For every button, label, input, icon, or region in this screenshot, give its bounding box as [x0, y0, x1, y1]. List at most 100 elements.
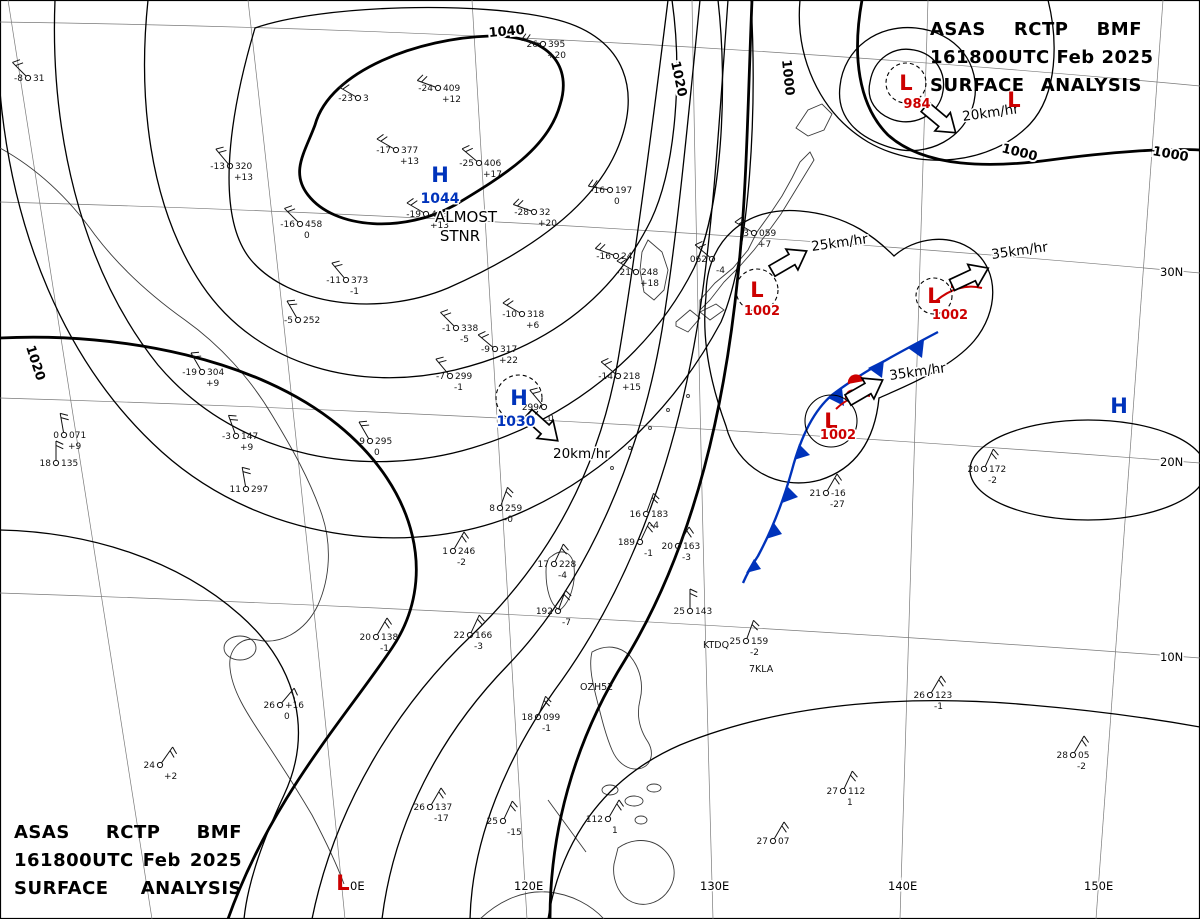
svg-text:-14: -14 — [598, 372, 613, 382]
cold-front-triangle — [868, 360, 884, 378]
svg-text:0: 0 — [304, 231, 310, 241]
svg-text:-27: -27 — [830, 500, 845, 510]
station-plot: 21 -16-27 — [810, 473, 846, 510]
station-plot: -19 304+9 — [182, 351, 224, 389]
svg-text:+13: +13 — [400, 157, 419, 167]
svg-text:147: 147 — [241, 432, 258, 442]
svg-text:21: 21 — [810, 489, 821, 499]
center-circle — [885, 62, 927, 104]
svg-text:22: 22 — [454, 631, 465, 641]
svg-text:26: 26 — [414, 803, 426, 813]
svg-text:-5: -5 — [284, 316, 293, 326]
center-value: 1002 — [744, 304, 780, 319]
svg-text:297: 297 — [251, 485, 268, 495]
svg-text:-17: -17 — [376, 146, 391, 156]
longitude-label: 0E — [350, 879, 365, 893]
svg-text:28: 28 — [1057, 751, 1069, 761]
center-circle — [735, 268, 779, 312]
station-plot: 22 166-3 — [454, 614, 492, 652]
svg-text:-13: -13 — [210, 162, 225, 172]
station-plot: -1 338-5 — [440, 309, 478, 345]
svg-text:25: 25 — [674, 607, 685, 617]
latitude-label: 30N — [1160, 265, 1183, 279]
svg-text:192: 192 — [536, 607, 553, 617]
svg-text:27: 27 — [757, 837, 768, 847]
svg-text:-24: -24 — [418, 84, 433, 94]
station-plot: 18 099-1 — [522, 695, 560, 734]
svg-text:1: 1 — [612, 826, 618, 836]
center-note: ALMOST — [435, 208, 498, 226]
station-plot: -23 3 — [338, 82, 369, 104]
title-line-2: 161800UTC Feb 2025 — [14, 850, 242, 872]
center-circle — [804, 394, 858, 448]
svg-text:-1: -1 — [350, 287, 359, 297]
svg-text:228: 228 — [559, 560, 576, 570]
station-plot: -7 299-1 — [435, 356, 472, 393]
svg-text:+9: +9 — [206, 379, 220, 389]
movement-speed-label: 35km/hr — [888, 360, 947, 384]
station-plot: 25 -15 — [487, 800, 522, 838]
isobar-label: 1020 — [22, 344, 47, 383]
cold-front-triangle — [766, 523, 782, 539]
svg-text:189: 189 — [618, 538, 635, 548]
longitude-label: 120E — [514, 879, 543, 893]
svg-text:24: 24 — [144, 761, 156, 771]
svg-text:-7: -7 — [436, 372, 445, 382]
station-plot: -24 409+12 — [416, 74, 461, 105]
svg-text:-4: -4 — [558, 571, 567, 581]
pressure-center-l-984: L 984 — [885, 62, 932, 114]
pressure-center-l: L — [1007, 88, 1020, 112]
svg-text:071: 071 — [69, 431, 86, 441]
center-letter: L — [1007, 88, 1020, 112]
svg-text:137: 137 — [435, 803, 452, 813]
svg-text:18: 18 — [522, 713, 534, 723]
station-plot: -28 32+20 — [512, 198, 557, 229]
station-plot: -9 317+22 — [477, 331, 518, 366]
svg-text:246: 246 — [458, 547, 475, 557]
station-plot: 17 228-4 — [538, 543, 576, 581]
station-plot: 20 172-2 — [968, 448, 1006, 486]
isobar-label: 1000 — [778, 59, 797, 97]
station-plot: 299 0 — [522, 387, 554, 424]
center-letter: L — [824, 409, 837, 433]
svg-text:20: 20 — [968, 465, 980, 475]
svg-text:+20: +20 — [538, 219, 557, 229]
pressure-center-h-1030: H 1030 — [495, 374, 543, 432]
station-plot: -21 248+18 — [616, 256, 659, 289]
station-plot: 16 183-4 — [630, 492, 668, 531]
svg-text:-21: -21 — [616, 268, 631, 278]
station-plots-layer: -8 31-23 3-24 409+12-17 377+13 -25 406+17-13 32… — [12, 33, 1089, 847]
center-value: 984 — [903, 97, 930, 112]
station-plot: 11 297 — [230, 466, 268, 495]
svg-text:-3: -3 — [474, 642, 483, 652]
cold-front-triangle — [782, 487, 798, 503]
movement-arrow-icon — [948, 263, 990, 292]
station-plot: 18 135 — [40, 440, 78, 469]
station-plot: 112 1 — [586, 799, 624, 836]
center-letter: L — [750, 278, 763, 302]
svg-text:299: 299 — [455, 372, 472, 382]
svg-text:-2: -2 — [750, 648, 759, 658]
svg-text:-2: -2 — [988, 476, 997, 486]
svg-text:-16: -16 — [590, 186, 605, 196]
station-plot: -25 406+17 — [459, 145, 502, 180]
svg-text:295: 295 — [375, 437, 392, 447]
svg-text:+9: +9 — [68, 442, 82, 452]
center-letter: H — [431, 163, 449, 187]
station-plot: 189 -1 — [618, 521, 655, 559]
svg-text:-2: -2 — [1077, 762, 1086, 772]
svg-text:25: 25 — [730, 637, 741, 647]
cold-front-triangle — [908, 340, 924, 358]
svg-text:+17: +17 — [483, 170, 502, 180]
svg-text:409: 409 — [443, 84, 460, 94]
svg-text:-16: -16 — [596, 252, 611, 262]
svg-text:320: 320 — [235, 162, 252, 172]
svg-text:166: 166 — [475, 631, 492, 641]
svg-text:20: 20 — [662, 542, 674, 552]
svg-text:+13: +13 — [430, 221, 449, 231]
